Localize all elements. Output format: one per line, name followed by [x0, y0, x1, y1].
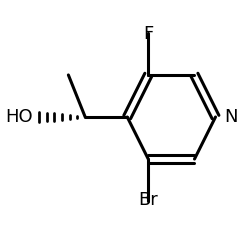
Text: Br: Br: [138, 191, 158, 209]
Text: N: N: [224, 108, 237, 126]
Text: HO: HO: [5, 108, 33, 126]
Text: F: F: [143, 25, 154, 43]
